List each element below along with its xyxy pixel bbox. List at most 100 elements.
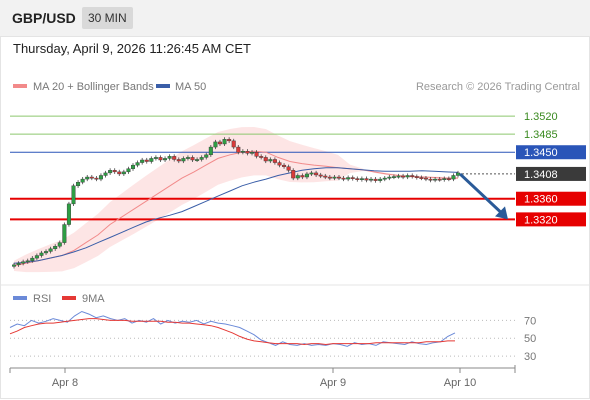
rsi-tick-label: 70 <box>524 315 536 327</box>
candle <box>53 244 58 251</box>
candle <box>304 171 309 180</box>
candle-body-up <box>80 178 85 183</box>
candle-body-up <box>309 172 314 175</box>
candle <box>428 177 433 183</box>
ma20-legend-swatch <box>13 84 27 88</box>
candle <box>39 250 44 258</box>
candle-body-down <box>350 177 355 179</box>
candle-body-down <box>318 174 323 177</box>
candle <box>181 156 186 164</box>
candle <box>405 173 410 180</box>
candle <box>149 156 154 164</box>
candle-body-down <box>231 140 236 148</box>
candle <box>350 175 355 181</box>
candle <box>291 168 296 181</box>
candle-body-down <box>217 141 222 145</box>
candlesticks <box>11 137 461 269</box>
level-tag-label-2: 1.3485 <box>524 129 558 141</box>
candle <box>359 176 364 182</box>
candle <box>323 173 328 180</box>
rsi-tick-label: 30 <box>524 351 536 363</box>
candle <box>11 262 16 269</box>
candle-body-down <box>314 172 319 176</box>
candle <box>34 253 39 261</box>
candle <box>250 150 255 156</box>
candle-body-up <box>442 178 447 180</box>
candle-body-down <box>259 156 264 158</box>
time-tick-label: Apr 9 <box>320 377 346 389</box>
candle <box>327 174 332 181</box>
candle <box>314 170 319 178</box>
candle-body-down <box>245 151 250 154</box>
candle-body-up <box>199 157 204 160</box>
candle-body-down <box>423 177 428 180</box>
candle-body-up <box>332 176 337 179</box>
candle-body-up <box>34 255 39 259</box>
candle-body-up <box>126 168 131 173</box>
candle-body-down <box>117 171 122 175</box>
candle <box>268 157 273 164</box>
candle <box>172 154 177 162</box>
level-tag-4 <box>516 166 586 181</box>
candle-body-up <box>167 156 172 159</box>
time-tick-label: Apr 10 <box>444 377 476 389</box>
candle-body-up <box>66 203 71 225</box>
candle-body-up <box>98 175 103 180</box>
candle-body-up <box>153 157 158 159</box>
ma50-legend-label: MA 50 <box>175 81 206 93</box>
candle-body-up <box>53 246 58 250</box>
candle <box>89 174 94 181</box>
candle <box>277 160 282 168</box>
candle <box>364 176 369 183</box>
candle-body-up <box>135 162 140 166</box>
candle-body-down <box>172 156 177 160</box>
candle <box>336 174 341 181</box>
candle-body-up <box>268 159 273 162</box>
candle <box>245 149 250 156</box>
candle <box>16 261 21 267</box>
candle <box>217 139 222 147</box>
candle-body-up <box>25 260 30 263</box>
candle <box>410 173 415 179</box>
candle <box>401 173 406 180</box>
forecast-arrow-shaft <box>458 172 504 215</box>
candle <box>204 152 209 160</box>
candle <box>48 246 53 254</box>
candle-body-down <box>94 177 99 180</box>
candle <box>66 201 71 227</box>
candle-body-down <box>158 157 163 161</box>
candle <box>71 183 76 206</box>
candle <box>185 155 190 161</box>
time-tick-label: Apr 8 <box>52 377 78 389</box>
candle-body-down <box>176 159 181 162</box>
candle <box>131 163 136 171</box>
candle <box>236 145 241 155</box>
level-tag-label-3: 1.3450 <box>524 147 558 159</box>
candle-body-down <box>144 159 149 162</box>
candle <box>140 157 145 165</box>
candle <box>442 176 447 182</box>
candle <box>25 258 30 264</box>
candle <box>62 222 67 245</box>
candle-body-up <box>208 146 213 156</box>
candle-body-up <box>131 164 136 169</box>
candle <box>222 137 227 147</box>
candle-body-up <box>103 172 108 176</box>
interval-badge[interactable]: 30 MIN <box>82 7 133 29</box>
bollinger-band <box>14 127 458 273</box>
price-levels <box>10 115 515 221</box>
candle-body-down <box>323 175 328 178</box>
candle <box>135 160 140 168</box>
candle-body-up <box>204 154 209 158</box>
candle <box>153 155 158 161</box>
candle <box>433 177 438 183</box>
candle <box>213 139 218 150</box>
candle-body-down <box>437 178 442 181</box>
moving-averages <box>13 150 459 267</box>
rsi-panel: 70 50 30 <box>9 310 536 363</box>
candle-body-down <box>286 166 291 171</box>
candle-body-up <box>16 263 21 266</box>
candle <box>446 176 451 182</box>
candle-body-down <box>419 177 424 179</box>
